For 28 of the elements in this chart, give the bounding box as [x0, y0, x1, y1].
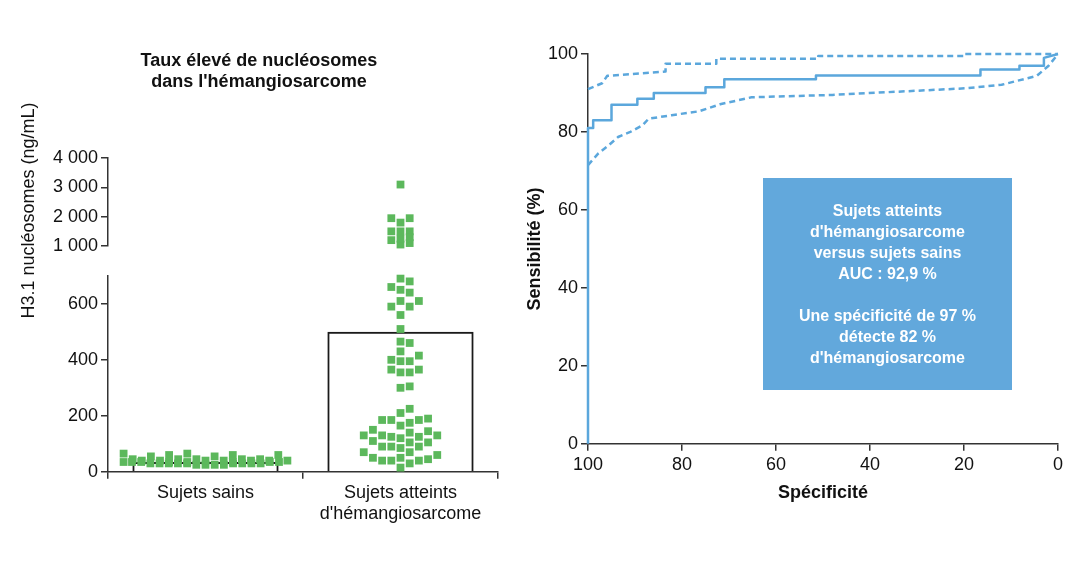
x-tick-label: Sujets sains	[156, 481, 255, 502]
y-tick-label: 40	[557, 276, 578, 297]
y-axis-title: Sensibilité (%)	[523, 187, 544, 311]
x-tick-label: 60	[765, 453, 787, 474]
annotation: Sujets atteints d'hémangiosarcome versus sujets sains AUC : 92,9 %	[809, 201, 966, 284]
y-tick-label: 60	[557, 198, 578, 219]
x-tick-label: Sujets atteints d'hémangiosarcome	[319, 481, 482, 524]
y-tick-label: 80	[557, 120, 578, 141]
y-tick-label: 3 000	[52, 176, 98, 197]
callout-box: Sujets atteints d'hémangiosarcome versus sujets sains AUC : 92,9 % Une spécificité de 97 % détecte 82 % d'hémangiosarcome	[763, 178, 1012, 390]
y-axis-title: H3.1 nucléosomes (ng/mL)	[17, 101, 39, 321]
y-tick-label: 200	[67, 404, 98, 425]
y-tick-label: 100	[547, 42, 578, 63]
y-tick-label: 400	[67, 348, 98, 369]
x-tick-label: 100	[572, 453, 604, 474]
annotation: Une spécificité de 97 % détecte 82 % d'hémangiosarcome	[798, 306, 977, 368]
y-tick-label: 2 000	[52, 205, 98, 226]
x-tick-label: 0	[1052, 453, 1064, 474]
x-tick-label: 40	[859, 453, 881, 474]
x-tick-label: 20	[953, 453, 975, 474]
y-tick-label: 600	[67, 292, 98, 313]
x-axis-title: Spécificité	[777, 482, 869, 503]
x-tick-label: 80	[671, 453, 693, 474]
chart-title: Taux élevé de nucléosomes dans l'hémangiosarcome	[140, 49, 378, 92]
y-tick-label: 4 000	[52, 147, 98, 168]
y-tick-label: 1 000	[52, 234, 98, 255]
y-tick-label: 20	[557, 354, 578, 375]
y-tick-label: 0	[567, 432, 578, 453]
